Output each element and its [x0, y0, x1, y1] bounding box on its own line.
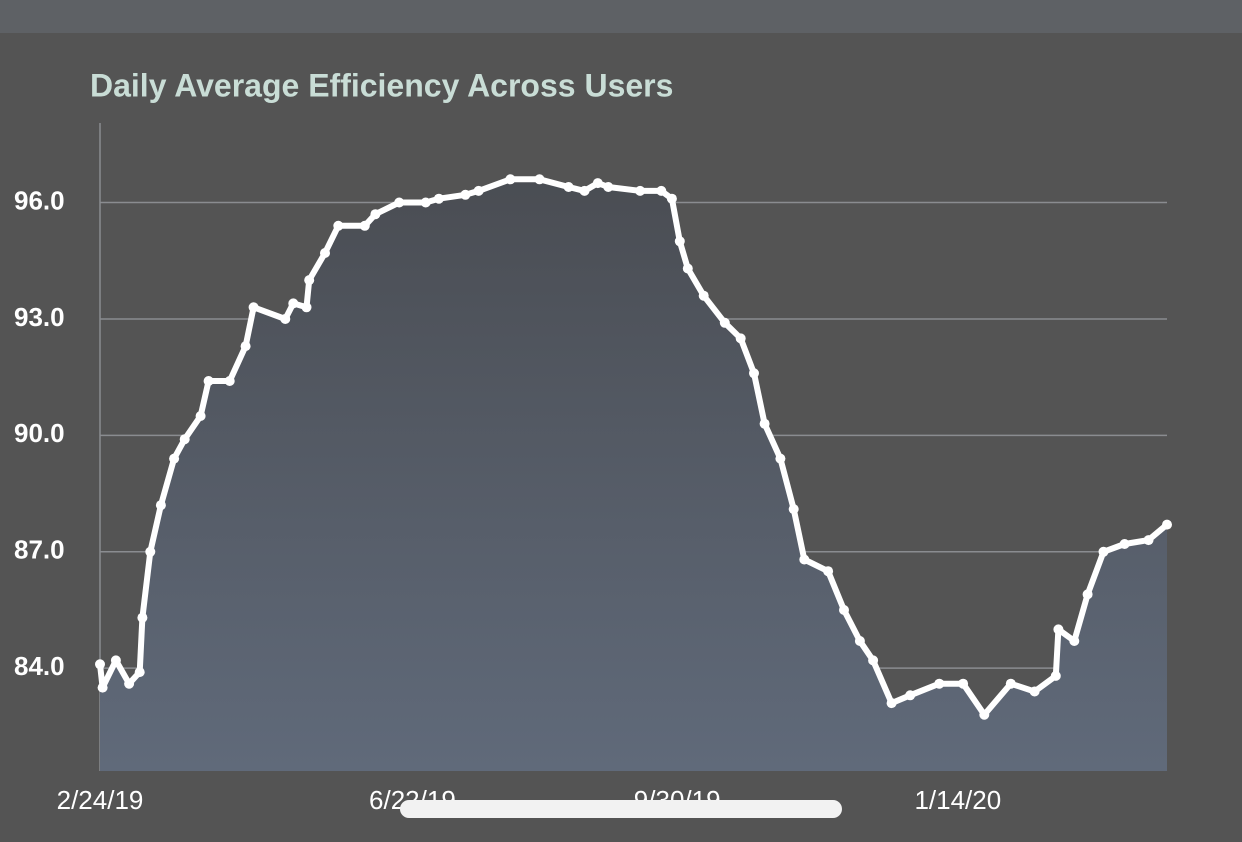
plot-area: 84.087.090.093.096.02/24/19 6/22/19 9/30/1…	[14, 123, 1172, 815]
point	[301, 302, 312, 313]
point	[1098, 546, 1109, 557]
point	[195, 411, 206, 421]
point	[1005, 678, 1016, 689]
point	[534, 174, 545, 185]
point	[656, 185, 667, 196]
point	[240, 341, 251, 352]
y-tick-label: 93.0	[14, 302, 65, 332]
y-tick-label: 90.0	[14, 418, 65, 448]
point	[666, 193, 677, 204]
point	[224, 376, 235, 386]
top-bar	[0, 0, 1242, 33]
point	[788, 504, 799, 515]
point	[563, 182, 574, 192]
point	[155, 500, 166, 511]
point	[248, 302, 259, 313]
point	[280, 314, 291, 324]
chart-title: Daily Average Efficiency Across Users	[90, 67, 673, 103]
point	[719, 317, 730, 328]
point	[137, 612, 148, 623]
point	[579, 185, 590, 196]
point	[97, 682, 108, 693]
point	[394, 197, 405, 208]
point	[886, 698, 897, 709]
point	[288, 298, 299, 309]
point	[333, 220, 344, 231]
point	[1029, 686, 1040, 697]
point	[1050, 670, 1061, 681]
point	[775, 453, 786, 464]
point	[1053, 624, 1064, 635]
point	[854, 636, 865, 646]
point	[934, 678, 945, 689]
point	[958, 678, 969, 689]
point	[203, 376, 214, 386]
point	[674, 236, 685, 247]
point	[145, 546, 156, 557]
point	[460, 189, 471, 200]
point	[1069, 636, 1080, 646]
point	[592, 178, 603, 189]
point	[749, 368, 759, 379]
point	[1119, 539, 1130, 549]
point	[320, 248, 330, 258]
point	[473, 185, 484, 196]
point	[110, 655, 121, 666]
home-indicator	[400, 800, 842, 818]
point	[979, 709, 990, 720]
point	[603, 182, 614, 192]
point	[868, 655, 879, 666]
point	[420, 197, 431, 208]
point	[682, 263, 693, 274]
x-tick-label: 2/24/19	[57, 785, 144, 815]
point	[759, 418, 770, 429]
point	[698, 290, 709, 301]
point	[905, 690, 916, 701]
y-tick-label: 87.0	[14, 535, 65, 565]
point	[735, 333, 746, 344]
point	[799, 554, 810, 565]
point	[505, 174, 516, 185]
point	[1143, 535, 1154, 546]
point	[1162, 519, 1172, 530]
line	[97, 176, 1170, 718]
y-tick-label: 84.0	[14, 651, 65, 681]
y-tick-label: 96.0	[14, 185, 65, 215]
point	[124, 678, 135, 689]
point	[839, 605, 849, 615]
point	[179, 434, 190, 445]
point	[823, 566, 834, 577]
point	[134, 667, 145, 678]
point	[370, 209, 381, 220]
x-tick-label: 1/14/20	[914, 785, 1001, 815]
point	[95, 659, 105, 670]
point	[169, 453, 180, 464]
point	[635, 185, 646, 196]
area	[100, 179, 1167, 772]
point	[304, 275, 315, 286]
point	[433, 193, 444, 204]
point	[1082, 589, 1093, 600]
point	[359, 220, 370, 231]
